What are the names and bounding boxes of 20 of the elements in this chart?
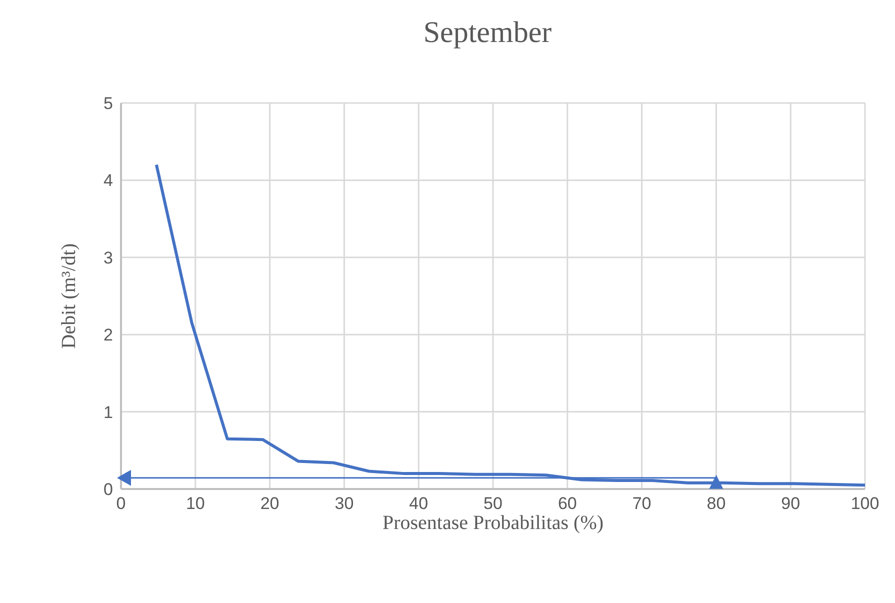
x-tick-label: 60 (558, 494, 577, 514)
x-tick-label: 20 (260, 494, 280, 514)
chart-title: September (422, 16, 553, 50)
y-tick-label: 1 (104, 402, 113, 422)
y-tick-label: 2 (104, 326, 113, 345)
x-tick-label: 50 (484, 494, 502, 514)
x-tick-label: 30 (334, 494, 354, 514)
x-tick-label: 80 (706, 494, 726, 514)
y-tick-label: 0 (104, 480, 113, 500)
x-tick-label: 40 (409, 494, 428, 514)
x-tick-label: 100 (850, 494, 880, 514)
y-tick-label: 3 (104, 248, 113, 268)
x-tick-label: 10 (186, 494, 205, 514)
x-axis-title: Prosentase Probabilitas (%) (382, 512, 604, 534)
x-tick-label: 90 (781, 494, 800, 514)
y-axis-title: Debit (m³/dt) (58, 243, 80, 349)
y-tick-label: 5 (104, 94, 113, 114)
x-tick-label: 0 (116, 494, 126, 514)
y-tick-label: 4 (104, 171, 113, 190)
x-tick-label: 70 (632, 494, 652, 514)
